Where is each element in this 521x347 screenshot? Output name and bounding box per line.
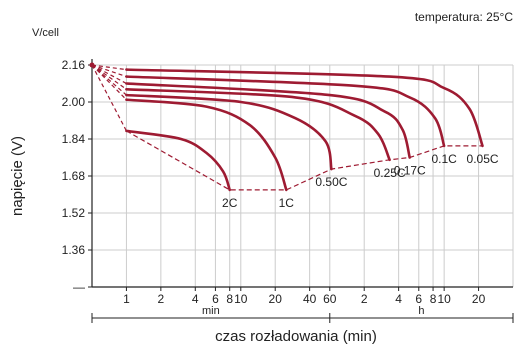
series-line (125, 82, 411, 159)
series-label: 1C (279, 196, 295, 210)
series-label: 0.1C (431, 152, 457, 166)
y-tick-label: 1.84 (62, 132, 86, 146)
y-tick-label: 1.36 (62, 243, 86, 257)
series-label: 0.25C (374, 166, 406, 180)
start-point-marker (89, 62, 95, 68)
x-tick-label: 8 (226, 292, 233, 306)
x-tick-label: 4 (192, 292, 199, 306)
series-label: 0.50C (315, 175, 347, 189)
x-tick-label: 6 (212, 292, 219, 306)
x-tick-label: 20 (269, 292, 283, 306)
x-tick-label: 10 (437, 292, 451, 306)
series-line (125, 88, 391, 162)
y-tick-label: — (73, 280, 85, 294)
x-tick-label: 40 (303, 292, 317, 306)
series-layer (89, 62, 484, 192)
series-label: 0.17C (394, 164, 426, 178)
series-line (125, 129, 231, 192)
x-tick-label: 20 (472, 292, 486, 306)
y-tick-label: 1.68 (62, 169, 86, 183)
start-fan-line (91, 64, 127, 78)
start-fan-line (91, 64, 127, 96)
unit-group-label: min (202, 305, 220, 317)
x-tick-label: 8 (430, 292, 437, 306)
series-label: 2C (222, 196, 238, 210)
start-fan-line (91, 64, 127, 132)
series-line (125, 93, 333, 171)
y-tick-label: 1.52 (62, 206, 86, 220)
start-fan-line (91, 64, 127, 71)
x-tick-label: 10 (234, 292, 248, 306)
series-line (125, 68, 484, 148)
y-tick-label: 2.16 (62, 58, 86, 72)
unit-group-label: h (418, 305, 424, 317)
y-unit-label: V/cell (32, 27, 59, 39)
labels-layer: 2.162.001.841.681.521.36—1 2 4 6 8 10 20 40 60 2 4… (9, 10, 513, 345)
series-line (125, 98, 288, 192)
x-tick-label: 2 (361, 292, 368, 306)
x-axis-title: czas rozładowania (min) (215, 328, 377, 345)
series-label: 0.05C (467, 152, 499, 166)
x-tick-label: 1 (123, 292, 130, 306)
y-axis-title: napięcie (V) (9, 136, 26, 216)
start-fan-line (91, 64, 127, 90)
temperature-label: temperatura: 25°C (415, 10, 514, 24)
x-tick-label: 60 (323, 292, 337, 306)
end-voltage-line (126, 130, 483, 191)
y-tick-label: 2.00 (62, 95, 86, 109)
x-tick-label: 4 (395, 292, 402, 306)
series-line (125, 75, 446, 148)
x-tick-label: 2 (158, 292, 165, 306)
x-tick-label: 6 (415, 292, 422, 306)
